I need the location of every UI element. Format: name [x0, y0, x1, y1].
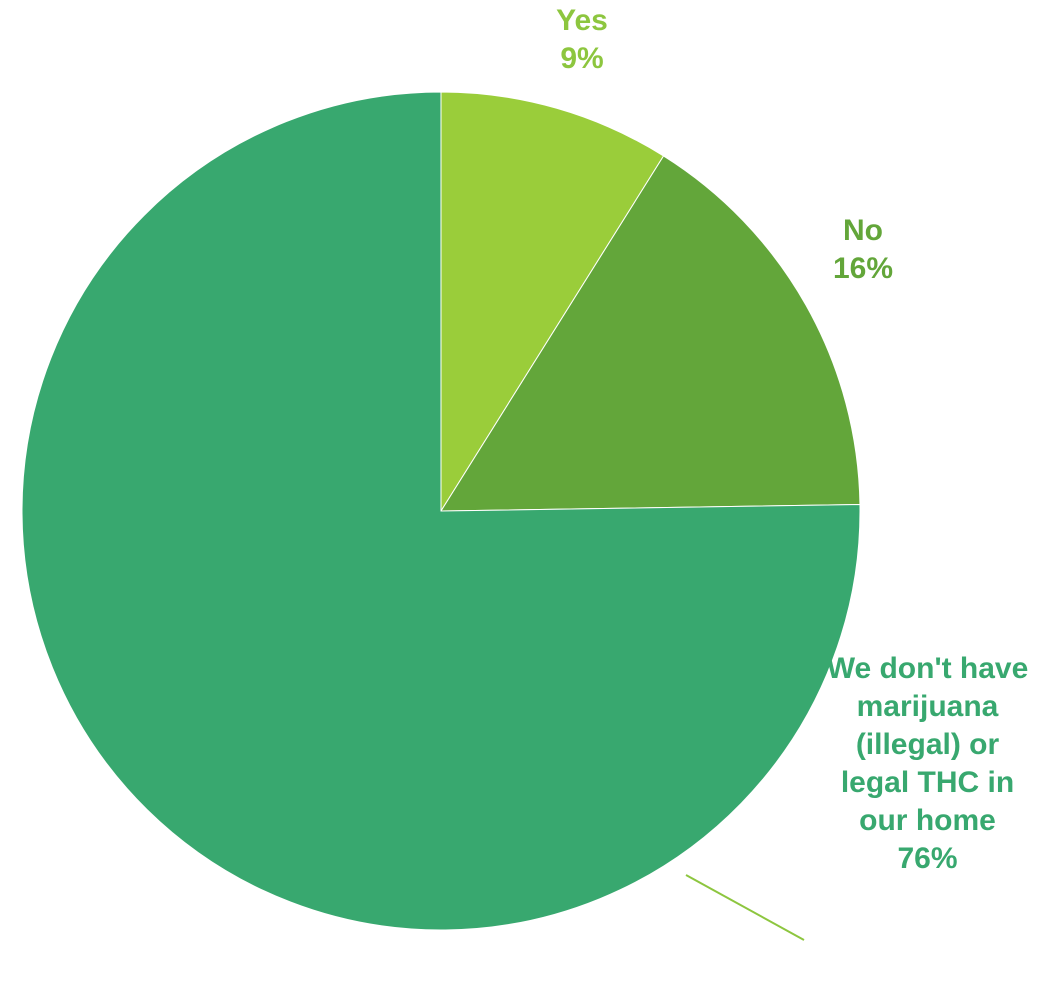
label-yes-category: Yes [556, 4, 608, 37]
label-no: No 16% [808, 212, 918, 288]
leader-line-no-marijuana [685, 874, 805, 941]
label-no-percent: 16% [832, 252, 894, 285]
label-yes-percent: 9% [560, 42, 604, 75]
label-yes: Yes 9% [527, 2, 637, 78]
pie-slice-no [440, 155, 861, 512]
label-no-category: No [843, 214, 883, 247]
pie-slice-yes [440, 91, 665, 513]
label-no-marijuana-category: We don't have marijuana (illegal) or leg… [826, 652, 1029, 837]
pie-slices [21, 91, 861, 931]
label-no-marijuana: We don't have marijuana (illegal) or leg… [820, 650, 1035, 878]
pie-slice-no-marijuana [21, 91, 861, 931]
label-no-marijuana-percent: 76% [897, 842, 958, 875]
